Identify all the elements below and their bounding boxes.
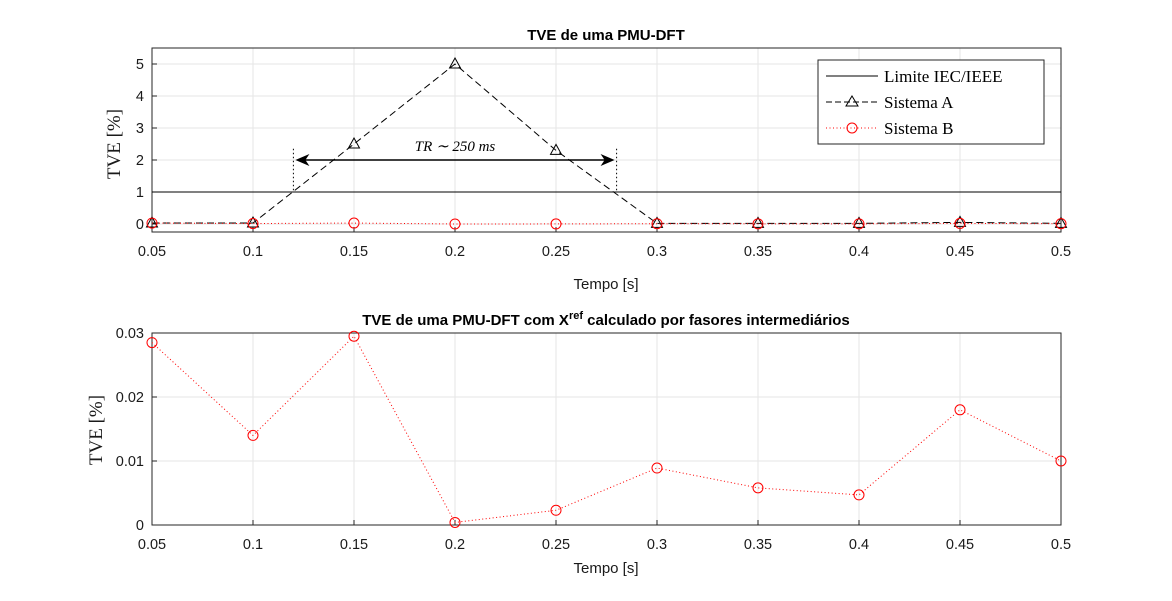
- plot1-axes-frame: [151, 47, 1062, 233]
- plot2-grid: [151, 332, 1062, 526]
- data-point-triangle: [751, 216, 765, 228]
- plot2-title-superscript: ref: [569, 310, 583, 322]
- response-time-annotation: TR ∼ 250 ms: [292, 139, 618, 192]
- annotation-text: TR ∼ 250 ms: [415, 139, 496, 155]
- x-tick-label: 0.1: [243, 537, 263, 553]
- plot2-x-tick-labels: 0.05 0.1 0.15 0.2 0.25 0.3 0.35 0.4 0.45 0.5: [138, 537, 1071, 553]
- data-point-circle: [348, 330, 360, 342]
- y-tick-label: 2: [136, 153, 144, 169]
- legend-label-sistema-a: Sistema A: [884, 93, 954, 112]
- series-line-tve: [151, 335, 1062, 523]
- data-point-triangle: [1054, 216, 1068, 228]
- y-tick-label: 3: [136, 121, 144, 137]
- plot1-x-axis-label: Tempo [s]: [573, 276, 638, 293]
- data-point-circle: [449, 218, 461, 230]
- legend-marker-sistema-b: [846, 122, 858, 134]
- y-tick-label: 0: [136, 518, 144, 534]
- data-point-triangle: [448, 56, 462, 69]
- data-point-circle: [550, 504, 562, 516]
- y-tick-label: 0.01: [116, 454, 144, 470]
- plot1-title: TVE de uma PMU-DFT: [527, 27, 685, 44]
- data-point-circle: [954, 217, 966, 229]
- data-point-triangle: [953, 215, 967, 227]
- data-point-circle: [146, 217, 158, 229]
- x-tick-label: 0.5: [1051, 537, 1071, 553]
- x-tick-label: 0.05: [138, 537, 166, 553]
- x-tick-label: 0.2: [445, 537, 465, 553]
- data-point-circle: [348, 217, 360, 229]
- data-point-triangle: [145, 216, 159, 228]
- plot2-y-tick-labels: 0 0.01 0.02 0.03: [116, 326, 144, 534]
- legend-label-limite: Limite IEC/IEEE: [884, 67, 1003, 86]
- annotation-arrowhead-right: [600, 154, 615, 166]
- plot2-y-axis-label: TVE [%]: [86, 395, 107, 465]
- plot2-title: TVE de uma PMU-DFT com Xref calculado po…: [362, 310, 850, 329]
- plot1-legend: Limite IEC/IEEE Sistema A Sistema B: [817, 59, 1045, 145]
- x-tick-label: 0.45: [946, 537, 974, 553]
- data-point-circle: [1055, 218, 1067, 230]
- plot-tve-intermediate-phasors: TVE de uma PMU-DFT com Xref calculado po…: [86, 310, 1071, 577]
- y-tick-label: 0.02: [116, 390, 144, 406]
- x-tick-label: 0.3: [647, 244, 667, 260]
- y-tick-label: 0: [136, 217, 144, 233]
- x-tick-label: 0.4: [849, 244, 869, 260]
- plot2-title-main: TVE de uma PMU-DFT com X: [362, 312, 569, 329]
- x-tick-label: 0.35: [744, 537, 772, 553]
- data-point-triangle: [549, 143, 563, 155]
- plot2-title-suffix: calculado por fasores intermediários: [583, 312, 850, 329]
- x-tick-label: 0.35: [744, 244, 772, 260]
- data-point-circle: [752, 218, 764, 230]
- data-point-circle: [853, 218, 865, 230]
- legend-marker-sistema-a: [845, 95, 859, 107]
- data-point-circle: [853, 489, 865, 501]
- plot1-x-tick-labels: 0.05 0.1 0.15 0.2 0.25 0.3 0.35 0.4 0.45 0.5: [138, 244, 1071, 260]
- data-point-circle: [651, 462, 663, 474]
- legend-label-sistema-b: Sistema B: [884, 119, 953, 138]
- plot-tve-pmu-dft: TVE de uma PMU-DFT 0.05 0.1 0.15 0.2 0.25 0.3…: [104, 27, 1071, 293]
- y-tick-label: 4: [136, 89, 144, 105]
- x-tick-label: 0.5: [1051, 244, 1071, 260]
- x-tick-label: 0.25: [542, 537, 570, 553]
- plot1-y-tick-labels: 0 1 2 3 4 5: [136, 57, 144, 233]
- data-point-triangle: [650, 216, 664, 228]
- data-point-circle: [651, 218, 663, 230]
- data-point-circle: [1055, 455, 1067, 467]
- x-tick-label: 0.1: [243, 244, 263, 260]
- x-tick-label: 0.15: [340, 244, 368, 260]
- data-point-circle: [449, 516, 461, 528]
- plot1-y-axis-label: TVE [%]: [104, 109, 125, 179]
- series-line-sistema-a: [152, 63, 1062, 224]
- plot2-series: [146, 330, 1067, 528]
- x-tick-label: 0.45: [946, 244, 974, 260]
- annotation-arrowhead-left: [295, 154, 310, 166]
- plot2-axes-frame: [151, 332, 1062, 526]
- x-tick-label: 0.3: [647, 537, 667, 553]
- plot2-x-axis-label: Tempo [s]: [573, 560, 638, 577]
- data-point-circle: [247, 429, 259, 441]
- x-tick-label: 0.05: [138, 244, 166, 260]
- x-tick-label: 0.4: [849, 537, 869, 553]
- plot1-series: [145, 56, 1068, 230]
- data-point-circle: [954, 404, 966, 416]
- x-tick-label: 0.15: [340, 537, 368, 553]
- y-tick-label: 0.03: [116, 326, 144, 342]
- y-tick-label: 1: [136, 185, 144, 201]
- data-point-triangle: [246, 216, 260, 228]
- data-point-circle: [550, 218, 562, 230]
- data-point-circle: [247, 218, 259, 230]
- data-point-circle: [146, 337, 158, 349]
- data-point-triangle: [852, 216, 866, 228]
- data-point-circle: [752, 482, 764, 494]
- data-point-triangle: [347, 136, 361, 149]
- x-tick-label: 0.25: [542, 244, 570, 260]
- x-tick-label: 0.2: [445, 244, 465, 260]
- y-tick-label: 5: [136, 57, 144, 73]
